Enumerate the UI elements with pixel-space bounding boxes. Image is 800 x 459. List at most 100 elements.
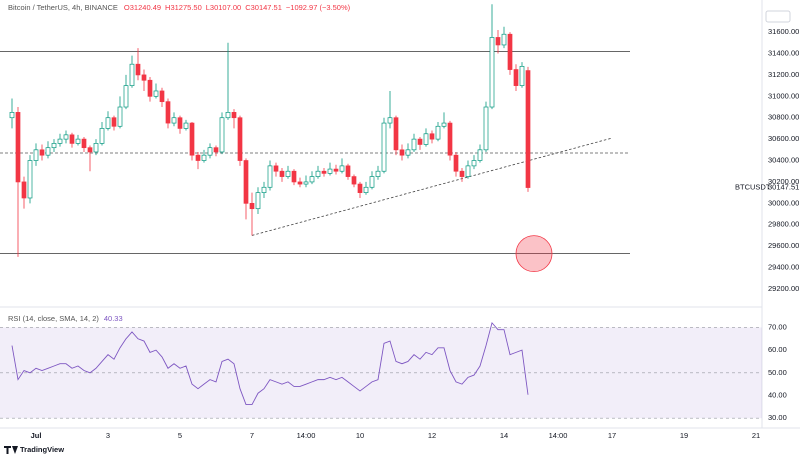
time-tick-label: Jul	[31, 431, 42, 440]
candle	[453, 151, 459, 177]
symbol-title: Bitcoin / TetherUS, 4h, BINANCE	[8, 3, 118, 12]
candle	[465, 160, 471, 179]
candle-body	[357, 183, 363, 193]
candle	[405, 143, 411, 159]
candle-body	[21, 181, 27, 199]
candle	[309, 171, 315, 185]
candle	[237, 115, 243, 166]
candle-body	[219, 117, 225, 153]
candle-body	[513, 69, 519, 86]
candle-body	[429, 133, 435, 140]
candle	[459, 168, 465, 182]
logo-icon	[4, 446, 18, 454]
ohlc-close: C30147.51	[245, 3, 282, 12]
candle-body	[201, 154, 207, 161]
candle-body	[243, 160, 249, 204]
rsi-tick-label: 40.00	[768, 390, 787, 399]
candle-body	[111, 117, 117, 127]
candle	[147, 77, 153, 102]
chart-header: Bitcoin / TetherUS, 4h, BINANCE O31240.49…	[8, 3, 351, 12]
candle	[495, 29, 501, 54]
candle-body	[405, 149, 411, 156]
candle-body	[135, 63, 141, 76]
candle-body	[291, 170, 297, 183]
candle	[105, 111, 111, 131]
candle	[273, 162, 279, 177]
time-tick-label: 21	[752, 431, 760, 440]
candle	[525, 66, 531, 192]
candle	[417, 136, 423, 150]
time-tick-label: 12	[428, 431, 436, 440]
candle	[81, 136, 87, 152]
candle-body	[183, 122, 189, 129]
candle-body	[345, 165, 351, 177]
candle	[249, 192, 255, 236]
candle-body	[321, 170, 327, 174]
candle-body	[237, 117, 243, 161]
candle-body	[93, 143, 99, 153]
price-marker	[515, 235, 553, 273]
candle	[441, 112, 447, 129]
candle-body	[27, 160, 33, 199]
candle	[177, 115, 183, 134]
candle-body	[117, 106, 123, 127]
candle-body	[33, 149, 39, 161]
price-tick-label: 31000.00	[768, 91, 799, 100]
candle-body	[459, 170, 465, 177]
candle	[189, 122, 195, 161]
candle	[471, 155, 477, 170]
time-tick-label: 19	[680, 431, 688, 440]
candle-body	[441, 122, 447, 127]
candle-body	[15, 112, 21, 183]
settings-button[interactable]	[765, 10, 791, 23]
candle	[57, 133, 63, 147]
candle-body	[63, 134, 69, 140]
candle	[45, 141, 51, 159]
price-tick-label: 30600.00	[768, 134, 799, 143]
candle	[117, 96, 123, 129]
candle-body	[129, 63, 135, 86]
candle	[489, 4, 495, 110]
candle	[339, 158, 345, 174]
candle	[231, 109, 237, 129]
ohlc-change: −1092.97 (−3.50%)	[286, 3, 351, 12]
rsi-tick-label: 30.00	[768, 413, 787, 422]
candle-body	[273, 165, 279, 172]
candle-body	[363, 186, 369, 193]
candle-body	[453, 154, 459, 172]
brand-name: TradingView	[20, 445, 64, 454]
candle-body	[387, 117, 393, 124]
candle-body	[9, 112, 15, 119]
candle-body	[195, 154, 201, 161]
candle	[9, 98, 15, 129]
candle-body	[315, 170, 321, 177]
rsi-tick-label: 60.00	[768, 345, 787, 354]
candle-body	[489, 37, 495, 108]
candle-body	[45, 147, 51, 156]
candle-body	[75, 138, 81, 144]
candle-body	[495, 37, 501, 46]
candle	[39, 144, 45, 161]
price-tick-label: 29800.00	[768, 220, 799, 229]
candle	[399, 144, 405, 161]
candle-body	[507, 33, 513, 70]
candle	[369, 171, 375, 190]
candle	[165, 98, 171, 129]
rsi-value: 40.33	[104, 314, 123, 323]
ohlc-low: L30107.00	[206, 3, 241, 12]
price-tick-label: 29400.00	[768, 263, 799, 272]
candle	[153, 83, 159, 99]
candle	[387, 90, 393, 129]
candle-body	[105, 117, 111, 129]
candle	[297, 177, 303, 188]
price-tick-label: 31600.00	[768, 27, 799, 36]
candle-body	[231, 112, 237, 119]
candle-body	[207, 147, 213, 156]
candle	[219, 112, 225, 155]
candle-body	[249, 202, 255, 210]
time-tick-label: 14:00	[297, 431, 316, 440]
ohlc-high: H31275.50	[165, 3, 202, 12]
candle	[75, 134, 81, 146]
candle	[363, 181, 369, 195]
candle	[429, 130, 435, 144]
